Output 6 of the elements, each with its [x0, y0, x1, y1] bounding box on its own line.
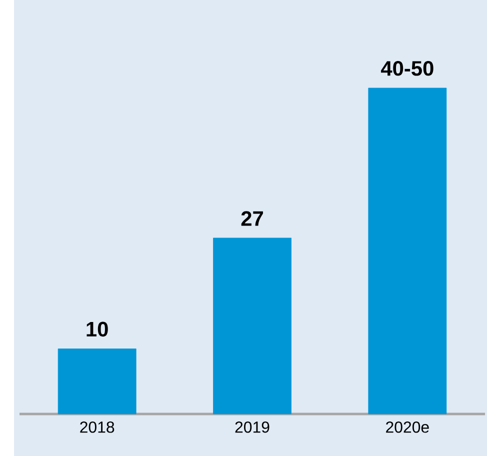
- data-label: 27: [241, 211, 263, 226]
- data-label: 40-50: [380, 60, 434, 76]
- x-tick-label: 2018: [80, 422, 114, 433]
- x-tick-label: 2020e: [386, 422, 429, 433]
- x-tick-label: 2019: [235, 422, 270, 433]
- data-label: 10: [86, 322, 108, 337]
